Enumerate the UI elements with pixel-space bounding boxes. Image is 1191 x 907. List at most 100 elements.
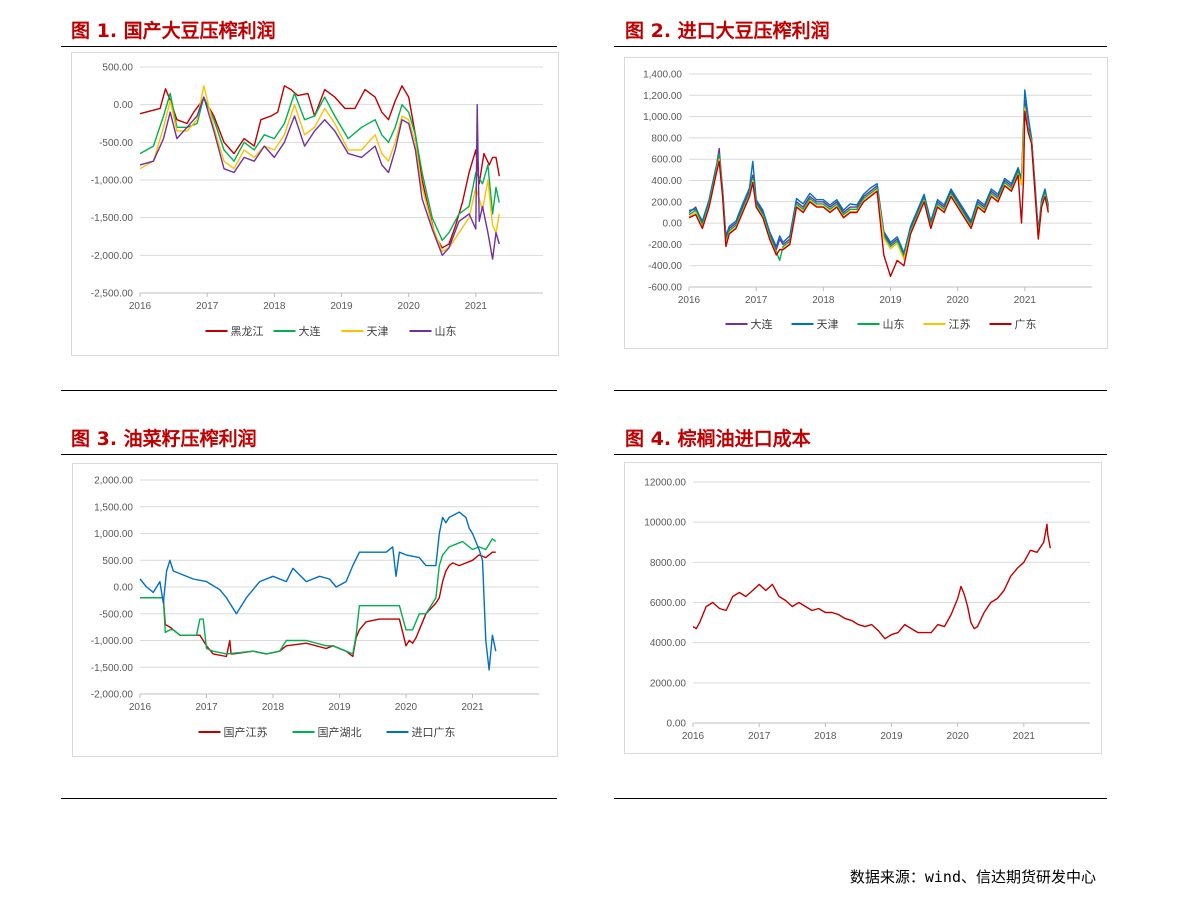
chart-1-frame: 500.00 0.00 -500.00 -1,000.00 -1,500.00 -2,00… — [71, 52, 559, 356]
legend-label: 广东 — [1015, 318, 1037, 331]
y-tick-label: 500.00 — [102, 556, 133, 567]
chart-4-frame: 12000.00 10000.00 8000.00 6000.00 4000.00 200… — [624, 462, 1102, 754]
x-tick-label: 2021 — [465, 301, 488, 312]
series-line-2 — [139, 85, 500, 253]
figure-1-title: 图 1. 国产大豆压榨利润 — [71, 20, 276, 42]
x-tick-label: 2017 — [745, 295, 768, 306]
y-tick-label: 0.00 — [114, 583, 134, 594]
y-tick-label: -600.00 — [648, 283, 682, 294]
y-tick-label: 0.00 — [663, 219, 683, 230]
y-tick-label: 1,500.00 — [94, 502, 133, 513]
x-tick-label: 2021 — [1013, 731, 1036, 742]
y-tick-label: 4000.00 — [650, 638, 687, 649]
x-tick-label: 2018 — [263, 301, 286, 312]
x-tick-label: 2020 — [395, 702, 418, 713]
figure-2-bottom-rule — [614, 390, 1107, 391]
x-tick-label: 2021 — [461, 702, 484, 713]
chart-2-frame: 1,400.00 1,200.00 1,000.00 800.00 600.00 400.… — [624, 57, 1108, 349]
figure-4-title: 图 4. 棕榈油进口成本 — [625, 428, 811, 450]
y-tick-label: -2,000.00 — [91, 690, 134, 701]
x-tick-label: 2016 — [682, 731, 705, 742]
figure-3-title: 图 3. 油菜籽压榨利润 — [71, 428, 257, 450]
series-line-4 — [688, 110, 1049, 278]
chart-4-palm-oil-import-cost: 12000.00 10000.00 8000.00 6000.00 4000.00 200… — [644, 478, 1090, 742]
y-tick-label: -500.00 — [99, 609, 133, 620]
figure-3-top-rule — [61, 454, 557, 455]
y-tick-label: 12000.00 — [644, 478, 686, 489]
x-tick-label: 2017 — [196, 301, 219, 312]
y-tick-label: -500.00 — [99, 138, 133, 149]
series-line-3 — [688, 107, 1049, 261]
figure-1-top-rule — [61, 46, 557, 47]
chart-1-domestic-soybean-crush-margin: 500.00 0.00 -500.00 -1,000.00 -1,500.00 -2,00… — [91, 63, 543, 338]
x-tick-label: 2018 — [812, 295, 835, 306]
figure-2-top-rule — [614, 46, 1107, 47]
y-tick-label: 1,400.00 — [643, 70, 682, 81]
series-line-1 — [140, 538, 497, 655]
legend-label: 大连 — [299, 324, 321, 338]
legend-label: 天津 — [367, 325, 389, 338]
legend-label: 黑龙江 — [231, 325, 264, 338]
x-tick-label: 2019 — [879, 295, 902, 306]
y-tick-label: 0.00 — [667, 719, 687, 730]
x-tick-label: 2019 — [880, 731, 903, 742]
y-tick-label: -400.00 — [648, 261, 682, 272]
x-tick-label: 2021 — [1014, 295, 1037, 306]
figure-3-bottom-rule — [61, 798, 557, 799]
figure-4-bottom-rule — [614, 798, 1107, 799]
y-tick-label: 1,000.00 — [94, 529, 133, 540]
data-source-note: 数据来源：wind、信达期货研发中心 — [849, 868, 1096, 886]
x-tick-label: 2017 — [195, 702, 218, 713]
series-line-1 — [139, 92, 500, 242]
y-tick-label: -2,500.00 — [91, 289, 134, 300]
y-tick-label: 1,000.00 — [643, 112, 682, 123]
y-tick-label: 600.00 — [651, 155, 682, 166]
series-line-0 — [688, 99, 1049, 256]
series-line-3 — [139, 96, 500, 260]
y-tick-label: 2000.00 — [650, 678, 687, 689]
x-tick-label: 2020 — [947, 731, 970, 742]
chart-3-frame: 2,000.00 1,500.00 1,000.00 500.00 0.00 -500.0… — [72, 463, 558, 757]
x-tick-label: 2016 — [129, 301, 152, 312]
legend-label: 江苏 — [949, 318, 971, 331]
figure-4-top-rule — [614, 454, 1107, 455]
legend-label: 山东 — [435, 325, 457, 338]
y-tick-label: -1,000.00 — [91, 176, 134, 187]
legend-label: 国产江苏 — [224, 725, 268, 739]
series-line-2 — [688, 105, 1049, 262]
y-tick-label: 2,000.00 — [94, 476, 133, 487]
x-tick-label: 2017 — [748, 731, 771, 742]
y-tick-label: 6000.00 — [650, 598, 687, 609]
y-tick-label: -1,500.00 — [91, 663, 134, 674]
x-tick-label: 2016 — [129, 702, 152, 713]
y-tick-label: 400.00 — [651, 176, 682, 187]
y-tick-label: 8000.00 — [650, 558, 687, 569]
legend-label: 进口广东 — [412, 726, 456, 739]
y-tick-label: 10000.00 — [644, 518, 686, 529]
legend-label: 大连 — [751, 317, 773, 331]
x-tick-label: 2018 — [262, 702, 285, 713]
y-tick-label: -2,000.00 — [91, 251, 134, 262]
y-tick-label: -1,500.00 — [91, 213, 134, 224]
y-tick-label: 500.00 — [102, 63, 133, 74]
series-line-2 — [139, 511, 497, 671]
y-tick-label: 0.00 — [114, 100, 134, 111]
legend-label: 国产湖北 — [318, 725, 362, 739]
y-tick-label: -200.00 — [648, 240, 682, 251]
y-tick-label: -1,000.00 — [91, 636, 134, 647]
x-tick-label: 2019 — [330, 301, 353, 312]
series-line-0 — [692, 523, 1051, 640]
legend-label: 天津 — [817, 318, 839, 331]
chart-3-rapeseed-crush-margin: 2,000.00 1,500.00 1,000.00 500.00 0.00 -500.0… — [91, 476, 539, 739]
x-tick-label: 2019 — [328, 702, 351, 713]
series-line-1 — [688, 89, 1049, 254]
legend-label: 山东 — [883, 318, 905, 331]
chart-2-imported-soybean-crush-margin: 1,400.00 1,200.00 1,000.00 800.00 600.00 400.… — [643, 70, 1092, 331]
x-tick-label: 2016 — [678, 295, 701, 306]
figure-1-bottom-rule — [61, 390, 557, 391]
y-tick-label: 800.00 — [651, 133, 682, 144]
series-line-0 — [139, 85, 500, 249]
x-tick-label: 2020 — [947, 295, 970, 306]
figure-2-title: 图 2. 进口大豆压榨利润 — [625, 20, 830, 42]
x-tick-label: 2020 — [398, 301, 421, 312]
